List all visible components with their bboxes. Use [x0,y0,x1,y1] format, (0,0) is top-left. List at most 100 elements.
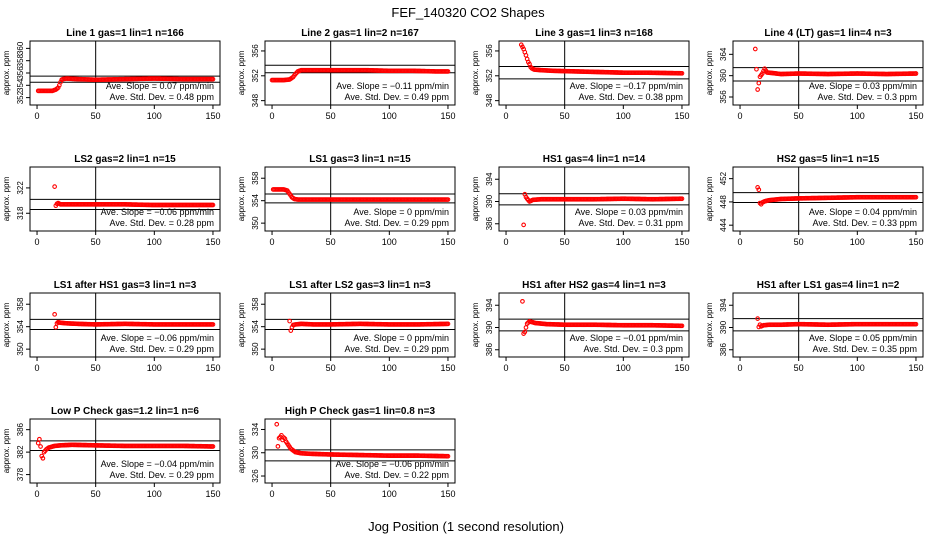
y-tick-label: 318 [16,206,25,220]
slope-annotation: Ave. Slope = −0.11 ppm/min [336,81,449,91]
x-tick-label: 150 [440,489,455,499]
y-tick-label: 364 [719,47,728,61]
panel-14: High P Check gas=1 lin=0.8 n=3 approx. pp… [237,406,456,499]
y-tick-label: 350 [251,216,260,230]
data-points [269,67,451,83]
x-tick-label: 100 [382,237,397,247]
x-tick-label: 150 [440,237,455,247]
data-point [523,52,529,58]
data-point [37,436,42,442]
y-tick-label: 354 [251,319,260,333]
x-tick-label: 150 [205,489,220,499]
data-point [752,46,758,52]
x-tick-label: 150 [440,363,455,373]
x-tick-label: 50 [326,237,336,247]
x-tick-label: 0 [35,111,40,121]
data-point [755,316,760,321]
data-point [445,69,451,74]
y-axis-label: approx. ppm [2,302,11,347]
y-tick-label: 358 [251,171,260,185]
x-tick-label: 150 [205,111,220,121]
slope-annotation: Ave. Slope = 0 ppm/min [353,333,449,343]
x-tick-label: 50 [91,363,101,373]
data-points [274,421,451,459]
y-tick-label: 352 [251,69,260,83]
x-tick-label: 0 [270,111,275,121]
plot-frame [732,292,924,358]
data-point [38,444,43,449]
x-tick-label: 100 [382,489,397,499]
panel-13: Low P Check gas=1.2 lin=1 n=6 approx. ppm… [2,406,221,499]
data-point [275,443,281,449]
data-point [756,187,762,193]
panel-12: HS1 after LS1 gas=4 lin=1 n=2 approx. ppm… [705,280,924,373]
panel-title: Line 2 gas=1 lin=2 n=167 [301,28,419,39]
x-tick-label: 0 [270,363,275,373]
plot-frame [29,418,221,484]
y-axis-label: approx. ppm [237,428,246,473]
y-axis-label: approx. ppm [2,50,11,95]
plot-frame [732,166,924,232]
y-tick-label: 358 [16,297,25,311]
data-points [520,298,685,336]
plot-frame [498,292,690,358]
data-points [52,311,216,330]
x-tick-label: 50 [91,237,101,247]
panel-6: LS1 gas=3 lin=1 n=15 approx. ppm 350 354 358… [237,154,456,247]
x-tick-label: 150 [908,237,923,247]
x-tick-label: 150 [205,363,220,373]
data-point [679,70,685,76]
slope-annotation: Ave. Slope = −0.06 ppm/min [101,333,214,343]
y-tick-label: 352 [16,90,25,104]
y-tick-label: 350 [16,342,25,356]
y-tick-label: 356 [485,44,494,58]
x-tick-label: 0 [504,237,509,247]
std-dev-annotation: Ave. Std. Dev. = 0.29 ppm [110,470,214,480]
data-point [274,421,280,427]
data-point [913,321,919,327]
data-points [52,184,216,209]
std-dev-annotation: Ave. Std. Dev. = 0.38 ppm [579,92,683,102]
x-tick-label: 0 [738,237,743,247]
y-axis-label: approx. ppm [705,176,714,221]
y-axis-label: approx. ppm [2,428,11,473]
x-tick-label: 50 [326,111,336,121]
y-tick-label: 326 [251,469,260,483]
data-point [523,325,529,330]
y-tick-label: 448 [719,195,728,209]
x-tick-label: 50 [326,489,336,499]
std-dev-annotation: Ave. Std. Dev. = 0.3 ppm [584,344,683,354]
y-tick-label: 390 [719,320,728,334]
x-tick-label: 0 [35,237,40,247]
panel-3: Line 3 gas=1 lin=3 n=168 approx. ppm 348 35… [471,28,690,121]
plot-frame [498,40,690,106]
y-tick-label: 354 [16,319,25,333]
x-tick-label: 100 [616,363,631,373]
x-tick-label: 50 [794,363,804,373]
x-tick-label: 0 [738,111,743,121]
y-tick-label: 394 [485,298,494,312]
slope-annotation: Ave. Slope = 0 ppm/min [353,207,449,217]
panel-title: LS1 after LS2 gas=3 lin=1 n=3 [289,280,431,291]
y-axis-label: approx. ppm [705,302,714,347]
panel-title: Low P Check gas=1.2 lin=1 n=6 [51,406,199,417]
y-tick-label: 386 [16,422,25,436]
x-tick-label: 100 [382,111,397,121]
panel-title: LS1 gas=3 lin=1 n=15 [309,154,411,165]
panel-title: LS1 after HS1 gas=3 lin=1 n=3 [54,280,197,291]
panel-10: LS1 after LS2 gas=3 lin=1 n=3 approx. ppm… [237,280,456,373]
x-tick-label: 50 [794,237,804,247]
data-points [35,76,216,94]
y-tick-label: 334 [251,422,260,436]
slope-annotation: Ave. Slope = −0.06 ppm/min [336,459,449,469]
panel-title: Line 3 gas=1 lin=3 n=168 [535,28,653,39]
y-tick-label: 390 [485,320,494,334]
y-tick-label: 358 [251,297,260,311]
panel-title: HS1 gas=4 lin=1 n=14 [543,154,646,165]
data-point [679,323,685,329]
panel-title: High P Check gas=1 lin=0.8 n=3 [285,406,436,417]
plot-frame [29,292,221,358]
y-tick-label: 386 [485,343,494,357]
slope-annotation: Ave. Slope = −0.17 ppm/min [570,81,683,91]
